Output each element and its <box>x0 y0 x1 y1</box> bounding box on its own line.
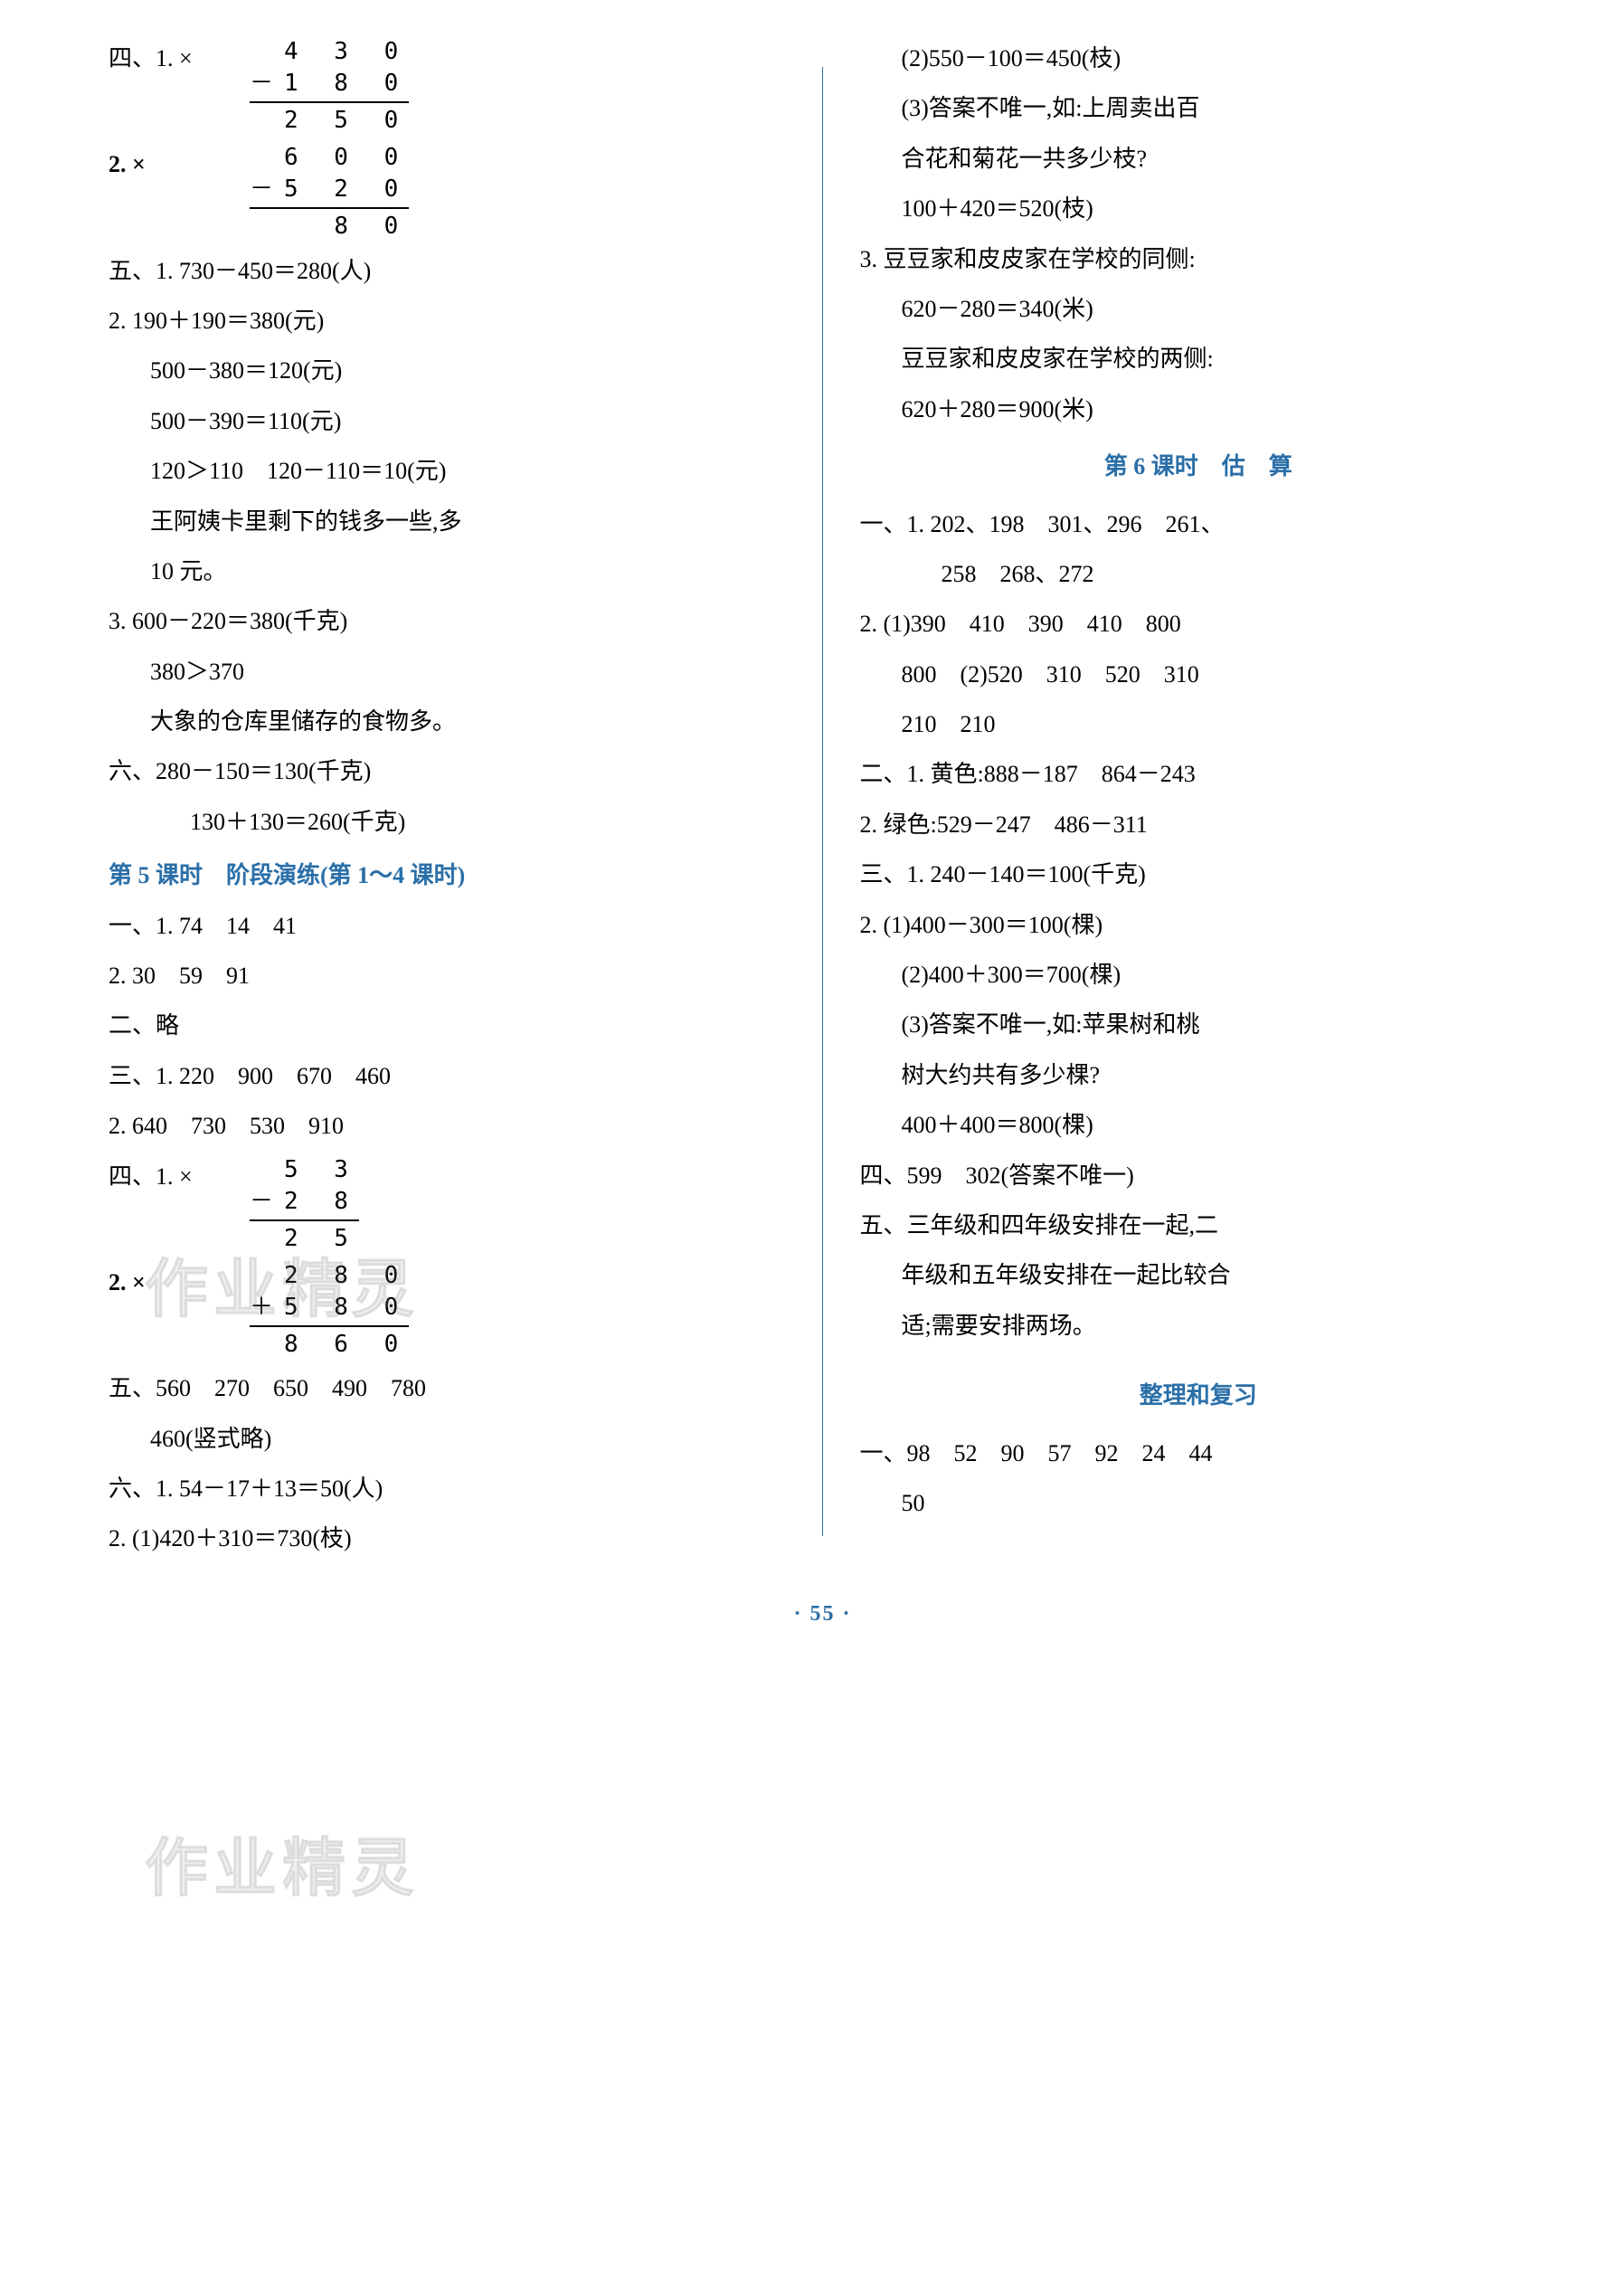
l5-s3-2: 2. 640 730 530 910 <box>109 1104 786 1148</box>
s5-q1: 五、1. 730－450＝280(人) <box>109 249 786 293</box>
l5-s5-b: 460(竖式略) <box>109 1417 786 1461</box>
watermark-2: 作业精灵 <box>145 1809 420 1930</box>
s5-q3c: 大象的仓库里储存的食物多。 <box>109 699 786 744</box>
calc-r2: －1 8 0 <box>250 68 409 100</box>
calc-r3: 8 0 <box>250 207 409 242</box>
s4-q2: 2. × 6 0 0 －5 2 0 8 0 <box>109 142 786 242</box>
lesson5-title: 第 5 课时 阶段演练(第 1～4 课时) <box>109 853 786 897</box>
calc-r1: 5 3 <box>250 1154 359 1186</box>
r-cont-d: 100＋420＝520(枝) <box>859 186 1537 231</box>
l5-s2: 二、略 <box>109 1003 786 1048</box>
review-a: 一、98 52 90 57 92 24 44 <box>859 1431 1537 1475</box>
calc-r3: 2 5 0 <box>250 101 409 137</box>
review-title: 整理和复习 <box>859 1373 1537 1418</box>
calc-r1: 6 0 0 <box>250 142 409 174</box>
l6-s2-1: 二、1. 黄色:888－187 864－243 <box>859 752 1537 796</box>
r-q3-b: 620－280＝340(米) <box>859 287 1537 331</box>
l5-s1-2: 2. 30 59 91 <box>109 954 786 998</box>
right-column: (2)550－100＝450(枝) (3)答案不唯一,如:上周卖出百 合花和菊花… <box>832 36 1537 1567</box>
l6-s3-2c: (3)答案不唯一,如:苹果树和桃 <box>859 1002 1537 1047</box>
l5-s4-q1: 四、1. × 5 3 －2 8 2 5 <box>109 1154 786 1255</box>
calc-r1: 2 8 0 <box>250 1260 409 1292</box>
s6-b: 130＋130＝260(千克) <box>109 800 786 844</box>
s5-q3b: 380＞370 <box>109 650 786 694</box>
r-q3-d: 620＋280＝900(米) <box>859 387 1537 432</box>
r-q3-a: 3. 豆豆家和皮皮家在学校的同侧: <box>859 237 1537 281</box>
l6-s5c: 适;需要安排两场。 <box>859 1304 1537 1348</box>
l6-s5b: 年级和五年级安排在一起比较合 <box>859 1253 1537 1297</box>
calc-r3: 2 5 <box>250 1219 359 1255</box>
l6-s1-2a: 2. (1)390 410 390 410 800 <box>859 602 1537 646</box>
l6-s1-1a: 一、1. 202、198 301、296 261、 <box>859 502 1537 546</box>
l5-s4-q1-label: 四、1. × <box>109 1154 217 1199</box>
s5-q3a: 3. 600－220＝380(千克) <box>109 599 786 643</box>
l5-s4-q2-calc: 2 8 0 ＋5 8 0 8 6 0 <box>250 1260 409 1361</box>
l6-s1-2b: 800 (2)520 310 520 310 <box>859 652 1537 697</box>
s4-q2-label: 2. × <box>109 142 217 186</box>
s4-q2-calc: 6 0 0 －5 2 0 8 0 <box>250 142 409 242</box>
s4-q1-label: 四、1. × <box>109 36 217 81</box>
l5-s6-1: 六、1. 54－17＋13＝50(人) <box>109 1466 786 1511</box>
column-divider <box>822 36 824 1567</box>
l5-s4-q1-calc: 5 3 －2 8 2 5 <box>250 1154 359 1255</box>
l6-s3-2a: 2. (1)400－300＝100(棵) <box>859 903 1537 947</box>
left-column: 四、1. × 4 3 0 －1 8 0 2 5 0 2. × 6 0 0 －5 … <box>109 36 813 1567</box>
calc-r3: 8 6 0 <box>250 1325 409 1361</box>
l5-s5-a: 五、560 270 650 490 780 <box>109 1366 786 1410</box>
s5-q2f: 10 元。 <box>109 549 786 593</box>
page-number: · 55 · <box>109 1594 1537 1636</box>
s5-q2c: 500－390＝110(元) <box>109 399 786 443</box>
calc-r2: ＋5 8 0 <box>250 1292 409 1324</box>
calc-r2: －5 2 0 <box>250 174 409 205</box>
r-cont-c: 合花和菊花一共多少枝? <box>859 137 1537 181</box>
l6-s3-2d: 树大约共有多少棵? <box>859 1053 1537 1097</box>
s6-a: 六、280－150＝130(千克) <box>109 749 786 793</box>
l5-s4-q2: 2. × 2 8 0 ＋5 8 0 8 6 0 <box>109 1260 786 1361</box>
l6-s3-1: 三、1. 240－140＝100(千克) <box>859 852 1537 897</box>
l6-s3-2e: 400＋400＝800(棵) <box>859 1103 1537 1147</box>
s5-q2b: 500－380＝120(元) <box>109 348 786 393</box>
s5-q2e: 王阿姨卡里剩下的钱多一些,多 <box>109 499 786 544</box>
l6-s1-1b: 258 268、272 <box>859 552 1537 596</box>
l6-s5a: 五、三年级和四年级安排在一起,二 <box>859 1203 1537 1248</box>
review-b: 50 <box>859 1481 1537 1525</box>
l6-s2-2: 2. 绿色:529－247 486－311 <box>859 802 1537 847</box>
l6-s1-2c: 210 210 <box>859 702 1537 746</box>
r-cont-b: (3)答案不唯一,如:上周卖出百 <box>859 86 1537 130</box>
s4-q1-calc: 4 3 0 －1 8 0 2 5 0 <box>250 36 409 137</box>
s4-q1: 四、1. × 4 3 0 －1 8 0 2 5 0 <box>109 36 786 137</box>
s5-q2d: 120＞110 120－110＝10(元) <box>109 449 786 493</box>
r-cont-a: (2)550－100＝450(枝) <box>859 36 1537 81</box>
l6-s4: 四、599 302(答案不唯一) <box>859 1153 1537 1198</box>
calc-r2: －2 8 <box>250 1186 359 1218</box>
l5-s1-1: 一、1. 74 14 41 <box>109 904 786 948</box>
l5-s4-q2-label: 2. × <box>109 1260 217 1305</box>
calc-r1: 4 3 0 <box>250 36 409 68</box>
page-columns: 四、1. × 4 3 0 －1 8 0 2 5 0 2. × 6 0 0 －5 … <box>109 36 1537 1567</box>
l5-s3-1: 三、1. 220 900 670 460 <box>109 1054 786 1098</box>
s5-q2a: 2. 190＋190＝380(元) <box>109 299 786 343</box>
l5-s6-2: 2. (1)420＋310＝730(枝) <box>109 1516 786 1561</box>
r-q3-c: 豆豆家和皮皮家在学校的两侧: <box>859 337 1537 381</box>
l6-s3-2b: (2)400＋300＝700(棵) <box>859 953 1537 997</box>
lesson6-title: 第 6 课时 估 算 <box>859 444 1537 489</box>
